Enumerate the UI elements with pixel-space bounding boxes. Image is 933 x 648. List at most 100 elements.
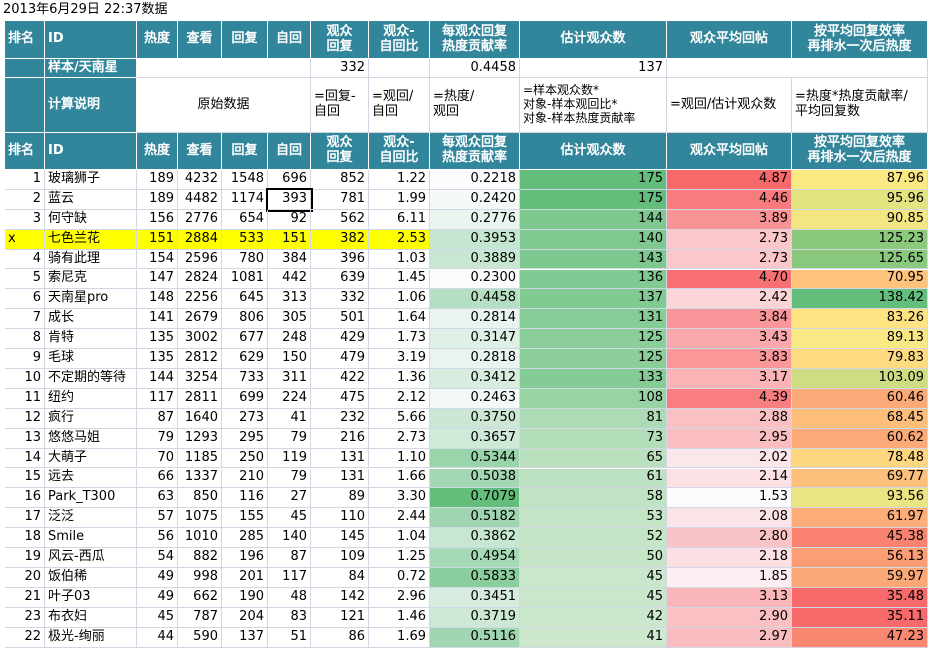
cell: 41	[520, 627, 667, 648]
cell: 787	[178, 607, 222, 628]
cell: 70	[137, 448, 178, 469]
cell: 5	[5, 269, 45, 290]
empty-cell	[369, 59, 430, 78]
empty-cell	[667, 59, 928, 78]
cell: 2.12	[369, 388, 430, 409]
cell: 16	[5, 488, 45, 509]
cell: 2.88	[667, 408, 792, 429]
user-id: 何守缺	[45, 209, 137, 230]
cell: 442	[268, 269, 311, 290]
cell: 1.22	[369, 170, 430, 190]
cell: 0.2463	[430, 388, 520, 409]
cell: 313	[268, 289, 311, 310]
cell: 998	[178, 568, 222, 588]
user-id: 布衣妇	[45, 607, 137, 628]
column-header: 排名	[5, 133, 45, 170]
cell: 0.3412	[430, 369, 520, 389]
cell: 429	[311, 329, 369, 350]
cell: 45	[137, 607, 178, 628]
cell: 2596	[178, 249, 222, 270]
cell: 135	[137, 349, 178, 369]
cell: 14	[5, 448, 45, 469]
column-header: 查看	[178, 21, 222, 59]
column-header: 观众- 自回比	[369, 21, 430, 59]
cell: 232	[311, 408, 369, 429]
column-header: ID	[45, 21, 137, 59]
cell: 119	[268, 448, 311, 469]
column-header: 回复	[222, 133, 268, 170]
cell: 1.46	[369, 607, 430, 628]
cell: 0.2776	[430, 209, 520, 230]
column-header: 自回	[268, 21, 311, 59]
cell: 133	[520, 369, 667, 389]
row-header	[5, 78, 45, 133]
cell: 422	[311, 369, 369, 389]
cell: 2.73	[369, 428, 430, 449]
cell: 117	[268, 568, 311, 588]
cell: 3.19	[369, 349, 430, 369]
column-header: 回复	[222, 21, 268, 59]
cell: 2776	[178, 209, 222, 230]
cell: 6	[5, 289, 45, 310]
cell: 61.97	[792, 508, 928, 529]
column-header: 观众 回复	[311, 133, 369, 170]
cell: 1.10	[369, 448, 430, 469]
cell: 1.25	[369, 548, 430, 568]
cell: 850	[178, 488, 222, 509]
cell: 27	[268, 488, 311, 509]
cell: 84	[311, 568, 369, 588]
cell: 1174	[222, 189, 268, 210]
user-id: 天南星pro	[45, 289, 137, 310]
cell: 654	[222, 209, 268, 230]
cell: 156	[137, 209, 178, 230]
cell: 662	[178, 587, 222, 608]
cell: 131	[311, 468, 369, 489]
cell: 2256	[178, 289, 222, 310]
cell: 311	[268, 369, 311, 389]
cell: 53	[520, 508, 667, 529]
cell: 56.13	[792, 548, 928, 568]
cell: 0.3657	[430, 428, 520, 449]
user-id: 肯特	[45, 329, 137, 350]
empty-cell	[137, 59, 311, 78]
cell: 1.03	[369, 249, 430, 270]
cell: 2679	[178, 309, 222, 330]
cell: 89	[311, 488, 369, 509]
explain-raw: 原始数据	[137, 78, 311, 133]
cell: 78.48	[792, 448, 928, 469]
cell: 4.46	[667, 189, 792, 210]
cell: 201	[222, 568, 268, 588]
cell: 3	[5, 209, 45, 230]
cell: 41	[268, 408, 311, 429]
cell: 0.2420	[430, 189, 520, 210]
cell: 69.77	[792, 468, 928, 489]
cell: 117	[137, 388, 178, 409]
cell: 1.36	[369, 369, 430, 389]
cell: 0.5116	[430, 627, 520, 648]
cell: 189	[137, 170, 178, 190]
column-header: 查看	[178, 133, 222, 170]
cell: 47.23	[792, 627, 928, 648]
column-header: 估计观众数	[520, 133, 667, 170]
cell: 852	[311, 170, 369, 190]
cell: x	[5, 229, 45, 250]
cell: 1.06	[369, 289, 430, 310]
cell: 501	[311, 309, 369, 330]
cell: 0.3719	[430, 607, 520, 628]
cell: 144	[520, 209, 667, 230]
user-id: Park_T300	[45, 488, 137, 509]
cell: 66	[137, 468, 178, 489]
cell: 20	[5, 568, 45, 588]
cell: 3.83	[667, 349, 792, 369]
cell: 110	[311, 508, 369, 529]
cell: 60.46	[792, 388, 928, 409]
cell: 1337	[178, 468, 222, 489]
cell: 60.62	[792, 428, 928, 449]
column-header: 每观众回复 热度贡献率	[430, 133, 520, 170]
cell: 140	[520, 229, 667, 250]
cell: 0.5038	[430, 468, 520, 489]
cell: 45.38	[792, 528, 928, 549]
cell: 103.09	[792, 369, 928, 389]
cell: 1.73	[369, 329, 430, 350]
explain-formula: =回复- 自回	[311, 78, 369, 133]
